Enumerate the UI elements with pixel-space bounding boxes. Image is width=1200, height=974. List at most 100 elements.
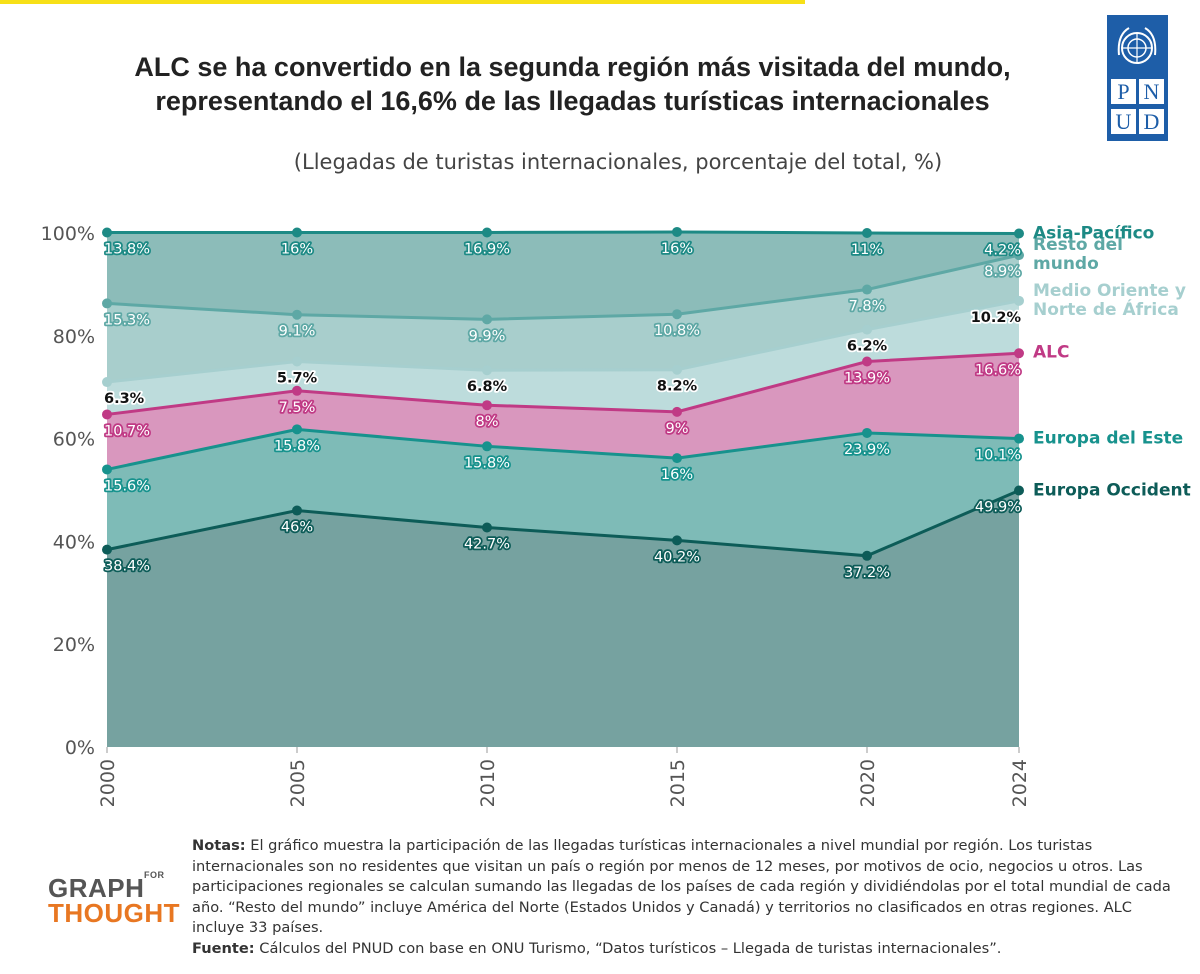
value-label: 10.2% [971,310,1022,326]
y-tick-label: 20% [53,634,95,656]
point [482,365,492,376]
value-label: 15.8% [274,438,320,454]
source-label: Fuente: [192,939,255,957]
value-label: 9.9% [469,328,506,344]
logo-letter: N [1139,79,1164,104]
value-label: 16% [661,241,693,257]
brand-word: THOUGHT [48,898,181,928]
point [482,400,492,411]
value-label: 16.6% [975,362,1021,378]
notes: Notas: El gráfico muestra la participaci… [192,836,1182,959]
area [107,300,1019,415]
x-tick-label: 2020 [857,759,879,807]
point [862,324,872,335]
notes-label: Notas: [192,837,246,854]
legend-label: Resto del mundo [1033,235,1123,275]
y-tick-label: 40% [53,531,95,553]
point [672,309,682,320]
point [672,406,682,417]
source-text: Cálculos del PNUD con base en ONU Turism… [259,939,1002,957]
value-label: 10.7% [104,423,150,439]
point [1014,433,1024,444]
point [672,226,682,237]
point [1014,295,1024,306]
value-label: 8.2% [657,379,698,395]
value-label: 15.8% [464,455,510,471]
title-line: representando el 16,6% de las llegadas t… [155,86,990,116]
point [292,385,302,396]
value-label: 16.9% [464,241,510,257]
value-label: 16% [281,241,313,257]
area [107,429,1019,556]
series-line [106,299,1020,384]
point [292,309,302,320]
logo-letter: P [1111,79,1136,104]
area [107,231,1019,320]
x-tick-label: 2005 [287,759,309,807]
point [102,298,112,309]
point [292,227,302,238]
y-tick-label: 60% [53,429,95,451]
brand-word: FOR [144,870,165,880]
top-bar [0,0,805,4]
value-label: 15.6% [104,478,150,494]
point [102,227,112,238]
point [482,314,492,325]
value-label: 9% [665,421,688,437]
point [672,535,682,546]
value-label: 8% [475,414,498,430]
value-label: 46% [281,520,313,536]
legend-label: ALC [1033,342,1070,363]
value-label: 7.8% [849,299,886,315]
point [862,427,872,438]
legend-label: Medio Oriente y Norte de África [1033,280,1186,320]
notes-text: El gráfico muestra la participación de l… [192,837,1171,936]
point [482,227,492,238]
value-label: 10.8% [654,323,700,339]
value-label: 37.2% [844,565,890,581]
value-label: 38.4% [104,559,150,575]
legend-label: Europa del Este [1033,428,1184,449]
value-label: 9.1% [279,324,316,340]
series-line [106,489,1020,558]
series-line [106,351,1020,416]
value-label: 5.7% [277,371,318,387]
x-tick-label: 2015 [667,759,689,807]
logo-letter: D [1139,109,1164,134]
subtitle: (Llegadas de turistas internacionales, p… [293,150,943,174]
point [672,364,682,375]
point [862,284,872,295]
value-label: 16% [661,467,693,483]
series-line [106,253,1020,321]
x-tick-label: 2000 [97,759,119,807]
brand-word: GRAPH [48,873,145,903]
area [107,490,1019,747]
point [1014,485,1024,496]
value-label: 7.5% [279,400,316,416]
legend-label: Asia-Pacífico [1033,223,1155,243]
value-label: 6.3% [104,391,145,407]
title-line: ALC se ha convertido en la segunda regió… [134,52,1011,82]
x-tick-label: 2024 [1009,759,1031,807]
series-line [106,427,1020,471]
logo-letter: U [1111,109,1136,134]
value-label: 6.8% [467,379,508,395]
y-tick-label: 0% [65,737,95,759]
point [292,505,302,516]
x-tick-label: 2010 [477,759,499,807]
point [102,409,112,420]
value-label: 49.9% [975,500,1021,516]
pnud-logo: P N U D [1107,15,1168,141]
series-line [107,230,1020,236]
y-tick-label: 100% [41,223,95,245]
value-label: 10.1% [975,448,1021,464]
point [672,453,682,464]
value-label: 11% [851,242,883,258]
point [1014,228,1024,239]
point [292,356,302,367]
value-label: 8.9% [984,264,1021,280]
point [102,377,112,388]
value-label: 13.8% [104,241,150,257]
